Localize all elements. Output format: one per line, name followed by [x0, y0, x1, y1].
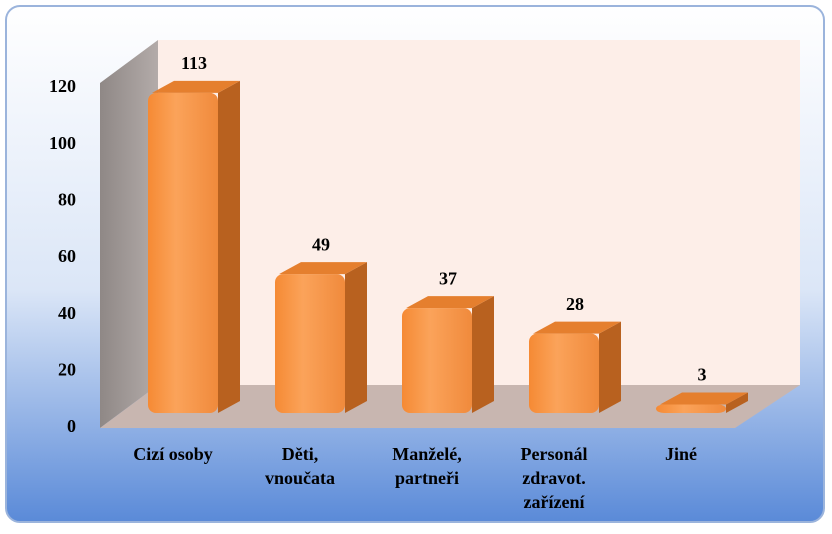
side-wall: [100, 40, 158, 428]
bar: [402, 296, 494, 413]
bar: [656, 392, 748, 413]
bar-top: [533, 321, 621, 334]
bar: [275, 262, 367, 413]
x-tick-label: Děti, vnoučata: [265, 444, 335, 488]
x-tick-line: partneři: [395, 468, 459, 488]
y-tick-label: 40: [58, 303, 76, 323]
bar-top: [660, 392, 748, 405]
bar-side: [345, 262, 367, 413]
y-tick-label: 100: [49, 133, 76, 153]
bar-side: [726, 392, 748, 413]
x-tick-line: vnoučata: [265, 468, 335, 488]
bar-front: [656, 404, 726, 413]
bar-top: [152, 80, 240, 93]
bar-front: [529, 333, 599, 413]
value-label: 113: [181, 53, 207, 73]
bar-side: [599, 321, 621, 413]
value-label: 3: [698, 365, 707, 385]
bar-top: [406, 296, 494, 309]
bar-front: [148, 92, 218, 413]
x-tick-line: Personál: [521, 444, 588, 464]
x-tick-line: Děti,: [282, 444, 318, 464]
value-label: 28: [566, 294, 584, 314]
bar-front: [275, 274, 345, 413]
x-tick-label: Cizí osoby: [133, 444, 213, 464]
bar: [148, 80, 240, 413]
bar: [529, 321, 621, 413]
bar-side: [218, 80, 240, 413]
x-tick-label: Personál zdravot. zařízení: [521, 444, 588, 512]
x-tick-label: Manželé, partneři: [392, 444, 461, 488]
value-label: 49: [312, 234, 330, 254]
bar-front: [402, 308, 472, 413]
y-tick-label: 20: [58, 359, 76, 379]
bar-side: [472, 296, 494, 413]
y-tick-label: 0: [67, 416, 76, 436]
bar-top: [279, 262, 367, 275]
y-tick-label: 120: [49, 76, 76, 96]
x-tick-line: zařízení: [524, 492, 586, 512]
x-tick-line: zdravot.: [522, 468, 585, 488]
y-tick-label: 60: [58, 246, 76, 266]
y-tick-label: 80: [58, 189, 76, 209]
x-tick-label: Jiné: [665, 444, 697, 464]
x-tick-line: Manželé,: [392, 444, 461, 464]
value-label: 37: [439, 268, 457, 288]
